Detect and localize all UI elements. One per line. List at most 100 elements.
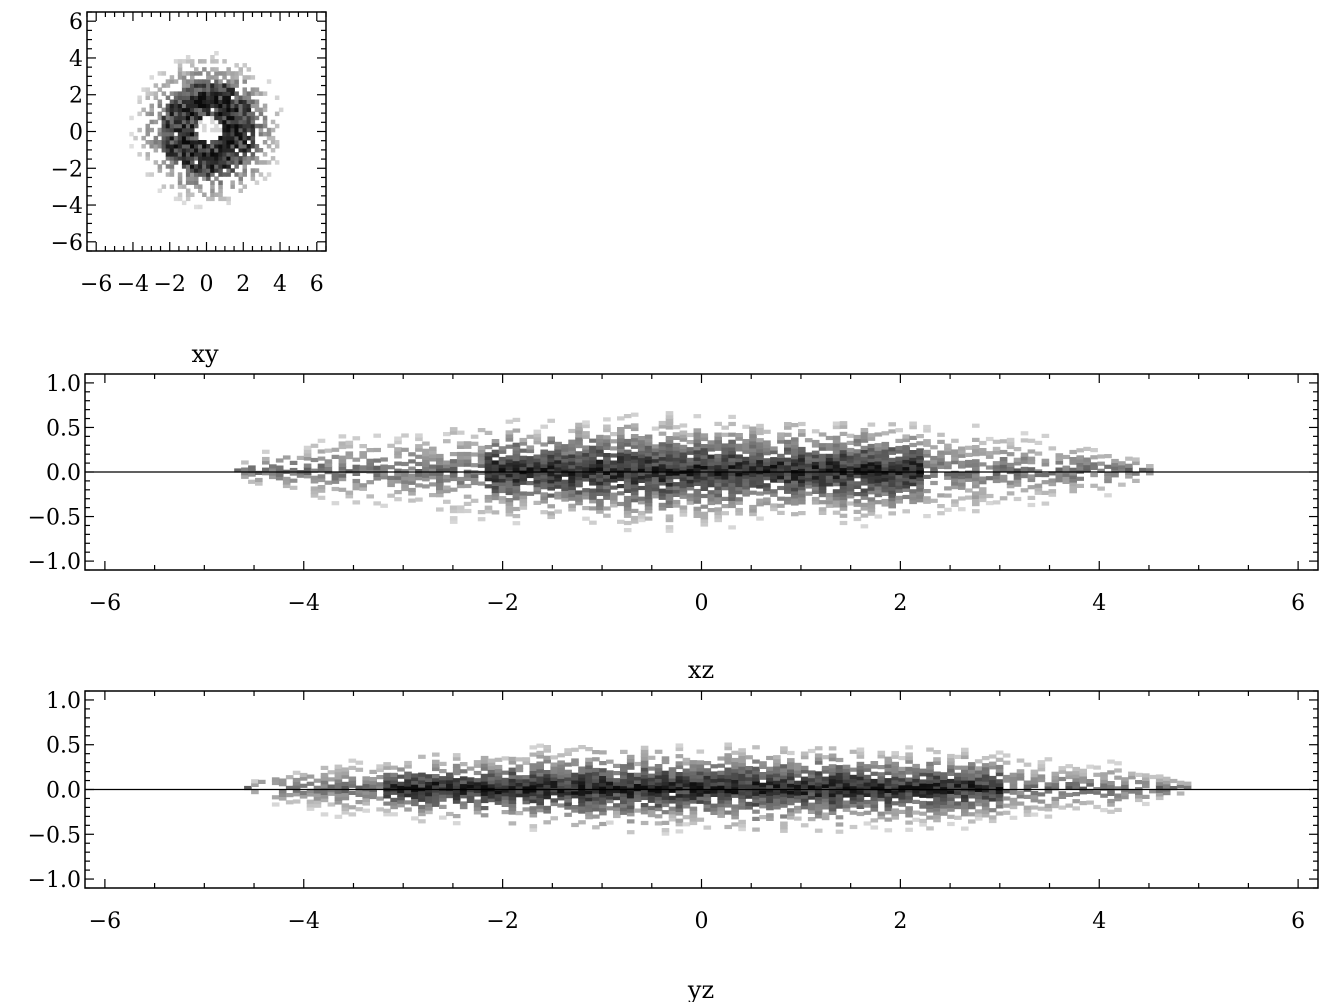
yz-density-cell — [1155, 788, 1164, 793]
xz-density-cell — [617, 476, 625, 482]
xz-density-cell — [644, 473, 653, 478]
xy-density-cell — [165, 135, 171, 141]
yz-density-cell — [383, 772, 391, 777]
xy-density-cell — [218, 127, 223, 133]
yz-density-cell — [731, 786, 739, 791]
xz-density-cell — [429, 493, 437, 498]
yz-density-cell — [696, 781, 705, 786]
xy-density-cell — [218, 107, 223, 113]
yz-density-cell — [940, 779, 948, 784]
yz-density-cell — [717, 806, 725, 811]
xz-density-cell — [512, 496, 521, 501]
xz-y-tick-label: 0.5 — [46, 416, 81, 441]
xz-density-cell — [693, 449, 702, 454]
xz-density-cell — [791, 437, 799, 442]
xy-density-cell — [177, 111, 183, 117]
yz-density-cell — [620, 785, 628, 790]
yz-density-cell — [1037, 774, 1046, 779]
xz-density-cell — [505, 501, 514, 506]
xy-density-cell — [210, 184, 215, 189]
xz-density-cell — [540, 510, 548, 515]
xz-density-cell — [415, 436, 423, 442]
xz-density-cell — [784, 450, 792, 455]
xz-density-cell — [951, 460, 959, 465]
xz-density-cell — [791, 512, 799, 517]
xz-density-cell — [798, 471, 806, 476]
yz-density-cell — [592, 793, 600, 798]
xz-density-cell — [909, 450, 917, 455]
yz-density-cell — [731, 775, 739, 780]
yz-density-cell — [557, 771, 565, 776]
xz-density-cell — [1013, 475, 1022, 480]
yz-density-cell — [508, 767, 517, 772]
xz-density-cell — [721, 496, 729, 501]
xy-density-cell — [198, 140, 203, 145]
xy-density-cell — [185, 160, 191, 165]
xz-density-cell — [1027, 485, 1036, 490]
xy-density-cell — [149, 127, 154, 133]
yz-density-cell — [355, 800, 364, 805]
xy-density-cell — [262, 123, 268, 129]
yz-density-cell — [1176, 784, 1185, 789]
xz-density-cell — [972, 462, 980, 467]
xz-density-cell — [818, 457, 827, 462]
yz-density-cell — [703, 782, 712, 787]
xy-density-cell — [242, 148, 247, 153]
yz-density-cell — [1107, 781, 1115, 786]
yz-density-cell — [411, 794, 419, 799]
xz-density-cell — [693, 481, 702, 486]
yz-density-cell — [383, 801, 391, 806]
yz-density-cell — [988, 761, 997, 766]
yz-density-cell — [856, 804, 865, 809]
xz-density-cell — [1020, 438, 1029, 443]
xz-density-cell — [679, 448, 688, 453]
yz-density-cell — [411, 780, 419, 785]
xy-density-cell — [173, 111, 179, 117]
xy-density-cell — [222, 172, 227, 177]
xz-density-cell — [756, 463, 764, 468]
yz-panel: −6 −4 −2 0 2 4 6 −1.0−0.50.00.51.0 yz — [28, 689, 1319, 1002]
yz-density-cell — [536, 793, 544, 798]
xz-density-cell — [930, 498, 938, 503]
yz-density-cell — [1002, 774, 1011, 780]
xy-density-cell — [218, 87, 223, 92]
xz-density-cell — [902, 437, 910, 443]
yz-density-cell — [807, 774, 816, 779]
xz-density-cell — [721, 482, 729, 487]
xz-density-cell — [617, 437, 625, 442]
xy-density-cell — [202, 192, 207, 197]
xz-density-cell — [839, 485, 848, 490]
yz-density-cell — [473, 778, 482, 783]
yz-density-cell — [968, 819, 976, 824]
yz-density-cell — [703, 825, 712, 830]
xz-density-cell — [554, 463, 562, 468]
yz-density-cell — [731, 768, 739, 773]
yz-density-cell — [675, 822, 684, 827]
yz-density-cell — [487, 794, 496, 799]
yz-density-cell — [766, 791, 774, 796]
yz-density-cell — [1155, 795, 1164, 801]
xy-density-cell — [141, 135, 146, 141]
xy-density-cell — [214, 103, 219, 109]
xz-density-cell — [867, 486, 876, 491]
yz-density-cell — [919, 783, 927, 788]
xy-density-cell — [242, 119, 247, 125]
xy-density-cell — [218, 83, 223, 88]
yz-density-cell — [947, 821, 955, 827]
xz-density-cell — [637, 478, 646, 483]
xy-density-cell — [234, 79, 239, 84]
yz-density-cell — [1142, 780, 1150, 785]
xy-density-cell — [218, 99, 223, 104]
yz-density-cell — [487, 762, 496, 767]
xz-density-cell — [512, 521, 521, 526]
yz-density-cell — [828, 778, 837, 783]
xy-density-cell — [181, 115, 187, 121]
yz-density-cell — [787, 779, 795, 784]
yz-density-cell — [752, 745, 760, 750]
xz-density-cell — [665, 525, 674, 530]
xz-density-cell — [679, 459, 688, 464]
xy-density-cell — [242, 75, 247, 80]
xy-density-cell — [190, 115, 195, 121]
xz-density-cell — [401, 433, 409, 438]
yz-density-cell — [564, 769, 572, 774]
